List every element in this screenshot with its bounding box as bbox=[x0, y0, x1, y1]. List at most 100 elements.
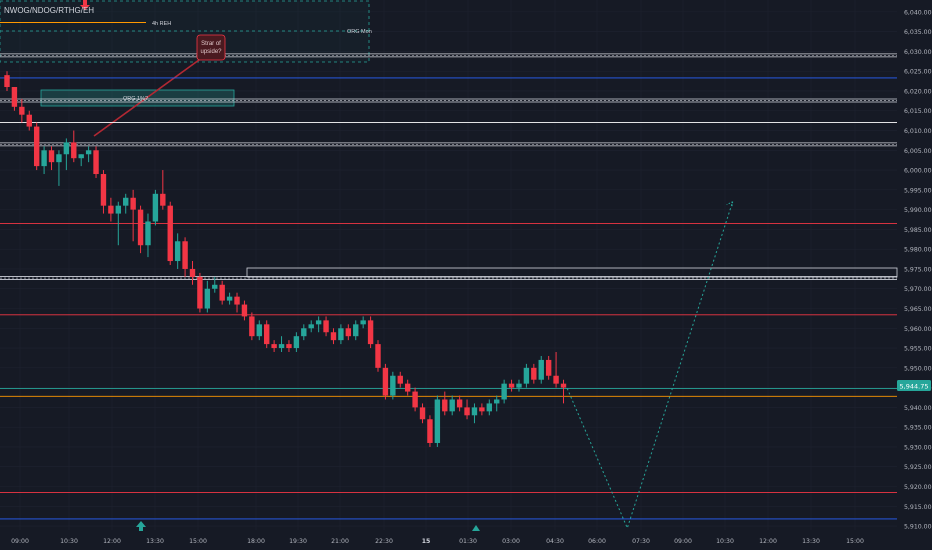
candle-body bbox=[308, 324, 314, 329]
callout-box[interactable] bbox=[196, 34, 226, 61]
candle-body bbox=[286, 344, 292, 349]
session-marker-icon bbox=[472, 525, 480, 531]
candle-body bbox=[19, 106, 25, 115]
x-tick-label: 03:00 bbox=[502, 538, 520, 545]
candle-body bbox=[449, 399, 455, 412]
up-arrow-icon bbox=[136, 521, 146, 531]
x-tick-label: 10:30 bbox=[60, 538, 78, 545]
candle-body bbox=[353, 324, 359, 337]
time-axis[interactable]: 09:00 10:30 12:00 13:30 15:00 18:00 19:30 21:00… bbox=[11, 538, 864, 545]
candle-body bbox=[160, 193, 166, 206]
candle-body bbox=[390, 375, 396, 396]
candle-body bbox=[531, 367, 537, 380]
y-tick-label: 5,965.00 bbox=[904, 306, 932, 313]
candle-body bbox=[234, 296, 240, 305]
projection-line bbox=[566, 201, 734, 530]
candle-body bbox=[11, 87, 18, 107]
candle-body bbox=[56, 154, 62, 163]
y-tick-label: 5,935.00 bbox=[904, 425, 932, 432]
x-tick-label: 04:30 bbox=[546, 538, 564, 545]
candle-body bbox=[100, 174, 107, 206]
y-tick-label: 6,030.00 bbox=[904, 49, 932, 56]
candle-body bbox=[4, 75, 10, 88]
candle-body bbox=[508, 383, 515, 388]
candle-body bbox=[501, 383, 507, 400]
candle-body bbox=[271, 344, 277, 349]
annotation-labels: 4h REH ORG Mon ORG 1%? Strar of upside? bbox=[80, 0, 480, 531]
callout-line-1: Strar of bbox=[201, 41, 221, 47]
x-tick-label: 15:00 bbox=[846, 538, 864, 545]
candle-body bbox=[375, 344, 381, 368]
candle-body bbox=[404, 383, 411, 392]
y-tick-label: 6,025.00 bbox=[904, 69, 932, 76]
y-tick-label: 5,975.00 bbox=[904, 266, 932, 273]
projection-path bbox=[566, 201, 734, 530]
candle-body bbox=[108, 205, 114, 214]
x-tick-label: 13:30 bbox=[146, 538, 164, 545]
x-tick-label: 18:00 bbox=[247, 538, 265, 545]
candle-body bbox=[553, 375, 559, 384]
candle-body bbox=[226, 296, 233, 301]
candle-body bbox=[115, 205, 121, 214]
candle-body bbox=[26, 114, 32, 127]
x-tick-label: 13:30 bbox=[802, 538, 820, 545]
candle-body bbox=[360, 320, 366, 325]
annotation-zones bbox=[0, 0, 898, 278]
price-axis[interactable]: 6,040.00 6,035.00 6,030.00 6,025.00 6,020.00… bbox=[904, 9, 932, 530]
candle-body bbox=[464, 407, 470, 416]
y-tick-label: 5,940.00 bbox=[904, 405, 932, 412]
candle-body bbox=[367, 320, 374, 345]
candle-body bbox=[434, 399, 441, 443]
y-tick-label: 5,920.00 bbox=[904, 484, 932, 491]
candle-body bbox=[427, 419, 433, 443]
y-tick-label: 5,990.00 bbox=[904, 207, 932, 214]
projection-arrowhead bbox=[726, 201, 734, 208]
x-tick-label: 10:30 bbox=[716, 538, 734, 545]
current-price-label: 5,944.75 bbox=[900, 382, 929, 390]
candle-body bbox=[301, 328, 307, 337]
candle-body bbox=[204, 288, 211, 309]
down-arrow-icon bbox=[80, 0, 90, 10]
y-tick-label: 5,925.00 bbox=[904, 464, 932, 471]
candle-body bbox=[174, 241, 181, 262]
candle-body bbox=[560, 383, 567, 388]
y-tick-label: 5,970.00 bbox=[904, 286, 932, 293]
y-tick-label: 6,015.00 bbox=[904, 108, 932, 115]
y-tick-label: 5,915.00 bbox=[904, 504, 932, 511]
x-tick-label: 15 bbox=[422, 538, 431, 545]
candle-body bbox=[189, 268, 196, 277]
candle-body bbox=[249, 316, 255, 337]
symbol-title: NWOG/NDOG/RTHG/EH bbox=[4, 6, 95, 15]
candle-body bbox=[338, 328, 344, 341]
candle-body bbox=[145, 221, 151, 246]
candle-body bbox=[212, 284, 218, 289]
x-tick-label: 06:00 bbox=[588, 538, 606, 545]
x-tick-label: 09:00 bbox=[11, 538, 29, 545]
y-tick-label: 6,000.00 bbox=[904, 168, 932, 175]
y-tick-label: 5,985.00 bbox=[904, 227, 932, 234]
candle-body bbox=[63, 142, 70, 155]
candle-body bbox=[494, 399, 500, 404]
candle-body bbox=[412, 391, 418, 408]
candle-body bbox=[256, 324, 262, 337]
candle-body bbox=[33, 126, 40, 167]
candle-body bbox=[85, 150, 92, 155]
candle-body bbox=[123, 197, 129, 206]
y-tick-label: 5,980.00 bbox=[904, 247, 932, 254]
candle-body bbox=[182, 241, 188, 269]
x-tick-label: 21:00 bbox=[331, 538, 349, 545]
candle-body bbox=[486, 403, 492, 412]
candle-body bbox=[93, 150, 99, 175]
candle-body bbox=[516, 383, 522, 388]
x-tick-label: 19:30 bbox=[289, 538, 307, 545]
y-tick-label: 5,995.00 bbox=[904, 187, 932, 194]
candle-body bbox=[167, 205, 173, 262]
candle-body bbox=[293, 336, 300, 349]
candle-body bbox=[315, 320, 322, 325]
candle-body bbox=[71, 142, 77, 159]
candle-body bbox=[241, 304, 248, 317]
candle-body bbox=[152, 193, 159, 222]
price-levels bbox=[0, 53, 897, 520]
x-tick-label: 22:30 bbox=[375, 538, 393, 545]
